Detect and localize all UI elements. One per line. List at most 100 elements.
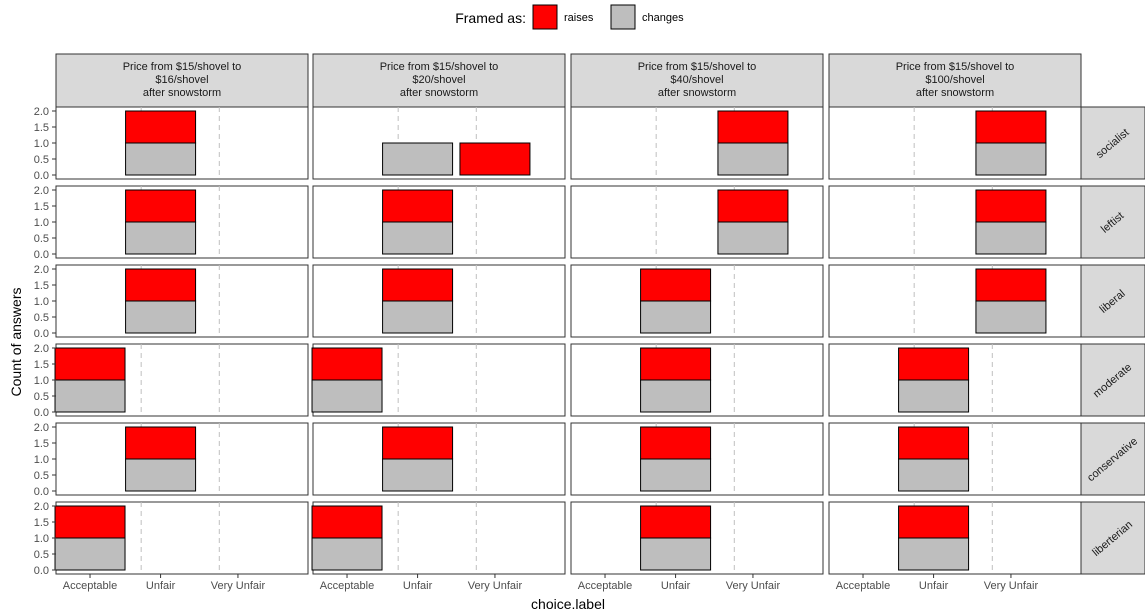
y-tick-label: 1.0 bbox=[34, 296, 49, 308]
y-tick-label: 0.5 bbox=[34, 391, 49, 403]
y-tick-label: 1.5 bbox=[34, 201, 49, 213]
bar-raises bbox=[125, 268, 197, 302]
y-tick-label: 0.0 bbox=[34, 565, 49, 577]
bar-raises bbox=[717, 110, 789, 144]
column-strip bbox=[312, 53, 566, 108]
column-strip bbox=[828, 53, 1082, 108]
bar-changes bbox=[311, 379, 383, 413]
bar-changes bbox=[54, 379, 126, 413]
bar-changes bbox=[640, 537, 712, 571]
column-strip-label: after snowstorm bbox=[143, 87, 221, 99]
y-tick-label: 1.0 bbox=[34, 454, 49, 466]
bar-raises bbox=[898, 505, 970, 539]
y-tick-label: 2.0 bbox=[34, 422, 49, 434]
legend-swatch bbox=[610, 4, 636, 30]
bar-changes bbox=[54, 537, 126, 571]
y-tick-label: 0.5 bbox=[34, 154, 49, 166]
column-strip-label: after snowstorm bbox=[400, 87, 478, 99]
bar-raises bbox=[975, 110, 1047, 144]
column-strip bbox=[570, 53, 824, 108]
bar-changes bbox=[382, 300, 454, 334]
y-tick-label: 0.5 bbox=[34, 312, 49, 324]
legend-title: Framed as: bbox=[455, 10, 526, 26]
x-tick-label: Acceptable bbox=[836, 580, 890, 592]
x-tick-label: Very Unfair bbox=[211, 580, 266, 592]
bar-changes bbox=[382, 221, 454, 255]
bar-changes bbox=[125, 458, 197, 492]
legend-swatch bbox=[532, 4, 558, 30]
bar-changes bbox=[640, 458, 712, 492]
y-tick-label: 1.5 bbox=[34, 517, 49, 529]
column-strip-label: Price from $15/shovel to bbox=[380, 61, 499, 73]
y-tick-label: 1.0 bbox=[34, 217, 49, 229]
y-tick-label: 0.5 bbox=[34, 233, 49, 245]
y-tick-label: 1.0 bbox=[34, 533, 49, 545]
bar-changes bbox=[898, 537, 970, 571]
y-tick-label: 0.0 bbox=[34, 170, 49, 182]
y-tick-label: 2.0 bbox=[34, 106, 49, 118]
y-tick-label: 1.5 bbox=[34, 359, 49, 371]
x-tick-label: Very Unfair bbox=[726, 580, 781, 592]
x-tick-label: Very Unfair bbox=[984, 580, 1039, 592]
x-tick-label: Unfair bbox=[919, 580, 949, 592]
legend-label: changes bbox=[642, 12, 684, 24]
row-strip bbox=[1079, 422, 1145, 496]
bar-changes bbox=[975, 221, 1047, 255]
y-tick-label: 1.5 bbox=[34, 122, 49, 134]
y-tick-label: 1.5 bbox=[34, 438, 49, 450]
bar-changes bbox=[975, 142, 1047, 176]
y-tick-label: 2.0 bbox=[34, 185, 49, 197]
x-tick-label: Unfair bbox=[661, 580, 691, 592]
bar-raises bbox=[382, 268, 454, 302]
y-tick-label: 0.0 bbox=[34, 407, 49, 419]
bar-changes bbox=[898, 379, 970, 413]
y-tick-label: 1.0 bbox=[34, 375, 49, 387]
bar-changes bbox=[382, 142, 454, 176]
bar-changes bbox=[717, 142, 789, 176]
bar-raises bbox=[125, 189, 197, 223]
column-strip-label: $16/shovel bbox=[155, 74, 208, 86]
bar-raises bbox=[125, 426, 197, 460]
bar-raises bbox=[640, 426, 712, 460]
column-strip-label: Price from $15/shovel to bbox=[123, 61, 242, 73]
x-tick-label: Acceptable bbox=[320, 580, 374, 592]
row-strip bbox=[1079, 343, 1145, 417]
y-tick-label: 0.5 bbox=[34, 549, 49, 561]
column-strip-label: Price from $15/shovel to bbox=[896, 61, 1015, 73]
bar-raises bbox=[125, 110, 197, 144]
bar-changes bbox=[640, 300, 712, 334]
x-tick-label: Very Unfair bbox=[468, 580, 523, 592]
column-strip-label: Price from $15/shovel to bbox=[638, 61, 757, 73]
y-tick-label: 2.0 bbox=[34, 343, 49, 355]
x-tick-label: Unfair bbox=[146, 580, 176, 592]
bar-raises bbox=[898, 426, 970, 460]
bar-raises bbox=[311, 347, 383, 381]
y-tick-label: 0.0 bbox=[34, 328, 49, 340]
legend-label: raises bbox=[564, 12, 594, 24]
bar-raises bbox=[640, 347, 712, 381]
column-strip-label: after snowstorm bbox=[658, 87, 736, 99]
column-strip bbox=[55, 53, 309, 108]
column-strip-label: after snowstorm bbox=[916, 87, 994, 99]
bar-raises bbox=[54, 505, 126, 539]
y-tick-label: 0.5 bbox=[34, 470, 49, 482]
row-strip bbox=[1079, 185, 1145, 259]
y-tick-label: 0.0 bbox=[34, 486, 49, 498]
bar-raises bbox=[382, 189, 454, 223]
bar-raises bbox=[975, 189, 1047, 223]
bar-raises bbox=[54, 347, 126, 381]
x-tick-label: Acceptable bbox=[63, 580, 117, 592]
bar-changes bbox=[382, 458, 454, 492]
x-tick-label: Unfair bbox=[403, 580, 433, 592]
bar-changes bbox=[311, 537, 383, 571]
bar-changes bbox=[125, 300, 197, 334]
column-strip-label: $20/shovel bbox=[412, 74, 465, 86]
bar-raises bbox=[975, 268, 1047, 302]
bar-raises bbox=[459, 142, 531, 176]
bar-changes bbox=[898, 458, 970, 492]
bar-changes bbox=[125, 142, 197, 176]
bar-changes bbox=[975, 300, 1047, 334]
bar-raises bbox=[640, 505, 712, 539]
y-tick-label: 0.0 bbox=[34, 249, 49, 261]
